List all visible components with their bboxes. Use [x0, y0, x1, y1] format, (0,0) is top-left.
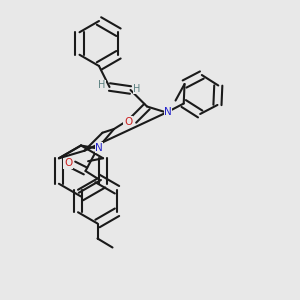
- Text: O: O: [64, 158, 72, 169]
- Text: N: N: [95, 142, 103, 153]
- Text: H: H: [134, 83, 141, 94]
- Text: H: H: [98, 80, 106, 91]
- Text: N: N: [164, 106, 172, 117]
- Text: O: O: [124, 116, 132, 127]
